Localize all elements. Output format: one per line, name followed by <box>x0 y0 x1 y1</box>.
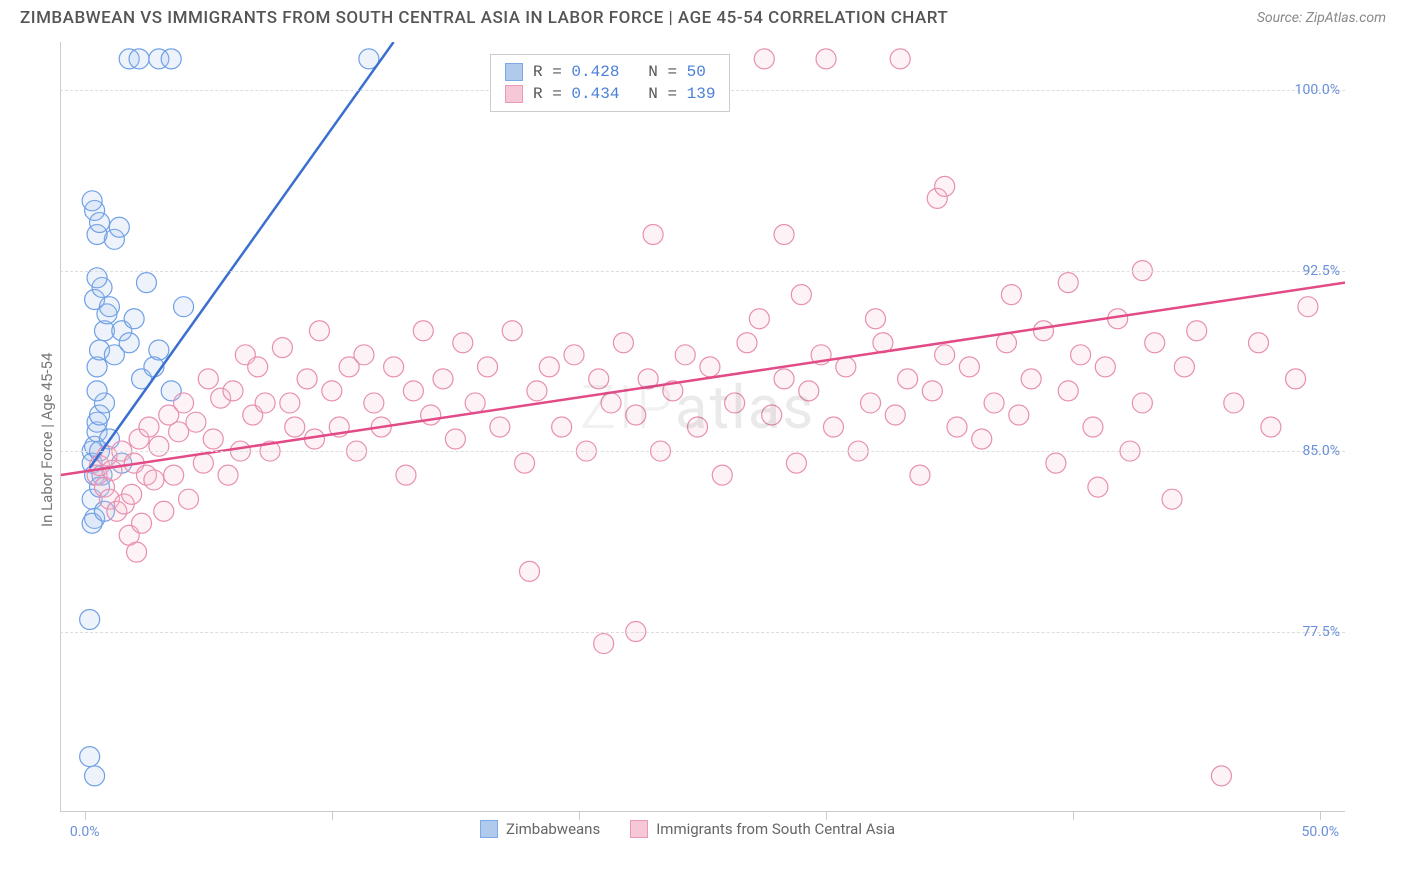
y-tick-label: 100.0% <box>1285 82 1340 98</box>
correlation-legend: R = 0.428 N = 50R = 0.434 N = 139 <box>490 54 730 112</box>
y-tick-label: 85.0% <box>1285 443 1340 459</box>
y-tick-label: 92.5% <box>1285 263 1340 279</box>
x-tick <box>85 812 86 820</box>
y-tick-label: 77.5% <box>1285 624 1340 640</box>
x-tick <box>332 812 333 820</box>
correlation-row: R = 0.434 N = 139 <box>505 83 715 105</box>
x-tick <box>1073 812 1074 820</box>
legend-swatch <box>630 820 648 838</box>
grid-line-y <box>60 632 1345 633</box>
x-tick <box>579 812 580 820</box>
x-tick <box>826 812 827 820</box>
legend-item: Zimbabweans <box>480 820 600 838</box>
chart-container: ZIPatlas 77.5%85.0%92.5%100.0%0.0%50.0%I… <box>20 32 1386 852</box>
x-tick-label: 50.0% <box>1302 824 1340 840</box>
x-tick-label: 0.0% <box>70 824 100 840</box>
chart-title: ZIMBABWEAN VS IMMIGRANTS FROM SOUTH CENT… <box>20 8 948 28</box>
grid-line-y <box>60 451 1345 452</box>
legend-item: Immigrants from South Central Asia <box>630 820 895 838</box>
legend-label: Zimbabweans <box>506 820 600 838</box>
legend-label: Immigrants from South Central Asia <box>656 820 895 838</box>
grid-line-y <box>60 271 1345 272</box>
legend-swatch <box>505 85 523 103</box>
source-label: Source: ZipAtlas.com <box>1257 10 1386 26</box>
plot-frame <box>60 42 1345 812</box>
legend-swatch <box>480 820 498 838</box>
x-tick <box>1320 812 1321 820</box>
y-axis-title: In Labor Force | Age 45-54 <box>38 353 56 527</box>
series-legend: Zimbabweans Immigrants from South Central… <box>480 820 895 838</box>
correlation-row: R = 0.428 N = 50 <box>505 61 715 83</box>
legend-swatch <box>505 63 523 81</box>
